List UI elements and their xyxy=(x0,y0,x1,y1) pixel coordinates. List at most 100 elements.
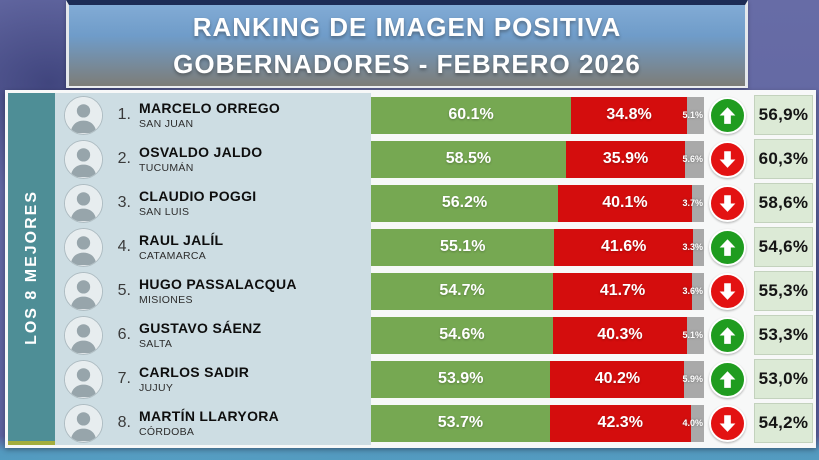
undecided-value: 3.7% xyxy=(682,198,703,208)
trend-area xyxy=(704,404,750,442)
undecided-value: 5.1% xyxy=(682,330,703,340)
negative-value: 35.9% xyxy=(602,150,649,167)
rank-number: 3. xyxy=(117,194,131,211)
negative-value: 40.2% xyxy=(594,370,641,387)
governor-name: GUSTAVO SÁENZ xyxy=(139,320,262,336)
undecided-segment: 5.9% xyxy=(682,360,704,398)
trend-area xyxy=(704,228,750,266)
ranking-row-4: 4. RAUL JALÍL CATAMARCA 55.1% 41.6% 3.3%… xyxy=(55,225,813,269)
undecided-segment: 3.7% xyxy=(682,184,704,222)
ranking-row-1: 1. MARCELO ORREGO SAN JUAN 60.1% 34.8% 5… xyxy=(55,93,813,137)
rank-number: 5. xyxy=(117,282,131,299)
governor-info: 2. OSVALDO JALDO TUCUMÁN xyxy=(55,137,371,181)
previous-value: 53,0% xyxy=(754,359,813,399)
negative-segment: 40.1% xyxy=(558,184,692,222)
previous-value: 54,6% xyxy=(754,227,813,267)
avatar xyxy=(64,271,103,311)
positive-segment: 54.7% xyxy=(371,272,554,310)
avatar xyxy=(64,95,103,135)
positive-value: 56.2% xyxy=(441,194,488,211)
undecided-segment: 5.1% xyxy=(682,96,704,134)
governor-info: 4. RAUL JALÍL CATAMARCA xyxy=(55,225,371,269)
governor-identity: MARTÍN LLARYORA CÓRDOBA xyxy=(139,408,279,438)
province-name: CATAMARCA xyxy=(139,250,207,262)
rank-number: 6. xyxy=(117,326,131,343)
undecided-value: 3.6% xyxy=(682,286,703,296)
governor-name: MARTÍN LLARYORA xyxy=(139,408,280,424)
ranking-rows: 1. MARCELO ORREGO SAN JUAN 60.1% 34.8% 5… xyxy=(55,93,813,445)
province-name: JUJUY xyxy=(139,382,174,394)
negative-segment: 34.8% xyxy=(571,96,687,134)
negative-value: 40.3% xyxy=(597,326,643,343)
trend-area xyxy=(704,140,750,178)
previous-value: 60,3% xyxy=(754,139,813,179)
person-icon xyxy=(65,316,102,354)
positive-value: 55.1% xyxy=(440,238,486,255)
province-name: MISIONES xyxy=(139,294,193,306)
ranking-row-6: 6. GUSTAVO SÁENZ SALTA 54.6% 40.3% 5.1% … xyxy=(55,313,813,357)
positive-segment: 54.6% xyxy=(371,316,553,354)
person-icon xyxy=(65,404,102,442)
governor-identity: HUGO PASSALACQUA MISIONES xyxy=(139,276,297,306)
governor-info: 7. CARLOS SADIR JUJUY xyxy=(55,357,371,401)
positive-segment: 53.7% xyxy=(371,404,550,442)
undecided-value: 3.3% xyxy=(682,242,703,252)
governor-name: OSVALDO JALDO xyxy=(139,144,263,160)
governor-name: HUGO PASSALACQUA xyxy=(139,276,297,292)
governor-name: CLAUDIO POGGI xyxy=(139,188,257,204)
person-icon xyxy=(65,360,102,398)
negative-segment: 40.2% xyxy=(550,360,685,398)
rank-number: 2. xyxy=(117,150,131,167)
undecided-value: 4.0% xyxy=(682,418,703,428)
previous-value: 54,2% xyxy=(754,403,813,443)
avatar xyxy=(64,315,103,355)
governor-name: RAUL JALÍL xyxy=(139,232,224,248)
positive-value: 60.1% xyxy=(448,106,494,123)
undecided-value: 5.1% xyxy=(682,110,703,120)
province-name: SAN JUAN xyxy=(139,118,194,130)
ranking-row-8: 8. MARTÍN LLARYORA CÓRDOBA 53.7% 42.3% 4… xyxy=(55,401,813,445)
governor-info: 6. GUSTAVO SÁENZ SALTA xyxy=(55,313,371,357)
ranking-panel: LOS 8 MEJORES 1. MARCELO ORREGO SAN JUAN… xyxy=(5,90,816,448)
negative-value: 41.6% xyxy=(601,238,647,255)
trend-down-icon xyxy=(708,140,746,178)
bar-lane: 56.2% 40.1% 3.7% xyxy=(371,181,750,225)
previous-value: 53,3% xyxy=(754,315,813,355)
governor-info: 1. MARCELO ORREGO SAN JUAN xyxy=(55,93,371,137)
negative-segment: 40.3% xyxy=(552,316,687,354)
trend-up-icon xyxy=(708,360,746,398)
rank-number: 1. xyxy=(117,106,131,123)
ranking-row-2: 2. OSVALDO JALDO TUCUMÁN 58.5% 35.9% 5.6… xyxy=(55,137,813,181)
trend-down-icon xyxy=(708,184,746,222)
positive-segment: 58.5% xyxy=(371,140,566,178)
undecided-value: 5.9% xyxy=(682,374,703,384)
approval-bar: 55.1% 41.6% 3.3% xyxy=(371,228,704,266)
avatar xyxy=(64,359,103,399)
undecided-value: 5.6% xyxy=(682,154,703,164)
negative-segment: 41.6% xyxy=(554,228,693,266)
sidebar: LOS 8 MEJORES xyxy=(8,93,55,445)
bar-lane: 55.1% 41.6% 3.3% xyxy=(371,225,750,269)
person-icon xyxy=(65,140,102,178)
negative-value: 41.7% xyxy=(599,282,646,299)
governor-identity: CLAUDIO POGGI SAN LUIS xyxy=(139,188,256,218)
avatar xyxy=(64,403,103,443)
trend-area xyxy=(704,184,750,222)
title-line-1: RANKING DE IMAGEN POSITIVA xyxy=(192,11,622,42)
trend-area xyxy=(704,96,750,134)
province-name: SALTA xyxy=(139,338,173,350)
governor-identity: CARLOS SADIR JUJUY xyxy=(139,364,249,394)
governor-info: 8. MARTÍN LLARYORA CÓRDOBA xyxy=(55,401,371,445)
undecided-segment: 3.6% xyxy=(682,272,704,310)
positive-value: 58.5% xyxy=(445,150,492,167)
province-name: SAN LUIS xyxy=(139,206,190,218)
negative-value: 42.3% xyxy=(597,414,643,431)
approval-bar: 54.6% 40.3% 5.1% xyxy=(371,316,704,354)
positive-segment: 60.1% xyxy=(371,96,572,134)
trend-down-icon xyxy=(708,404,746,442)
rank-number: 7. xyxy=(117,370,131,387)
governor-info: 5. HUGO PASSALACQUA MISIONES xyxy=(55,269,371,313)
undecided-segment: 4.0% xyxy=(682,404,704,442)
governor-name: CARLOS SADIR xyxy=(139,364,250,380)
previous-value: 55,3% xyxy=(754,271,813,311)
